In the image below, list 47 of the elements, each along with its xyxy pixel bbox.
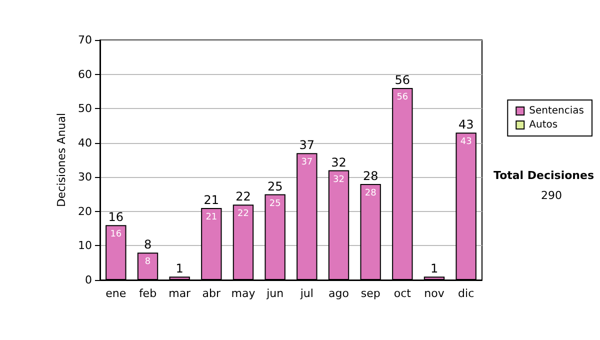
total-label: 37 [299, 138, 315, 152]
y-tick-label: 30 [78, 170, 92, 184]
text: Total Decisiones [494, 169, 594, 182]
data-label: 32 [333, 174, 344, 185]
legend-label: Autos [529, 120, 558, 130]
total-label: 32 [331, 155, 346, 170]
total-label: 1 [176, 262, 184, 276]
x-tick-label: jun [266, 287, 284, 300]
y-tick-label: 10 [78, 239, 92, 252]
x-tick-label: nov [424, 287, 445, 300]
total-label: 28 [362, 169, 378, 183]
total-label: 25 [267, 179, 283, 194]
x-tick-label: ene [106, 287, 126, 300]
x-tick-label: dic [458, 287, 474, 300]
y-tick-label: 60 [78, 68, 92, 81]
y-tick-label: 40 [78, 136, 92, 150]
x-tick-label: mar [168, 287, 192, 300]
data-label: 37 [301, 158, 313, 168]
total-label: 16 [108, 210, 124, 224]
x-tick-label: may [231, 287, 256, 300]
x-tick-label: sep [360, 287, 380, 300]
data-label: 43 [460, 137, 472, 148]
y-tick-label: 50 [78, 102, 92, 116]
x-tick-label: jul [299, 287, 314, 300]
x-tick-label: feb [138, 287, 157, 300]
data-label: 56 [396, 92, 408, 102]
y-tick-label: 0 [85, 274, 92, 286]
total-label: 1 [430, 262, 438, 276]
text: 290 [541, 189, 562, 202]
x-tick-label: abr [202, 287, 222, 300]
data-label: 22 [238, 209, 249, 220]
total-label: 43 [458, 118, 474, 132]
y-tick-label: 20 [78, 204, 92, 218]
x-tick-label: ago [328, 287, 350, 300]
total-label: 56 [394, 73, 410, 87]
data-label: 16 [110, 230, 122, 240]
y-tick-label: 70 [78, 34, 92, 46]
total-label: 21 [204, 193, 220, 207]
y-axis-title: Decisiones Anual [55, 112, 68, 208]
total-label: 22 [236, 190, 251, 204]
total-label: 8 [144, 238, 152, 252]
data-label: 28 [364, 188, 377, 198]
x-tick-label: oct [394, 287, 412, 300]
legend-label: Sentencias [529, 106, 584, 116]
data-label: 8 [144, 257, 151, 268]
data-label: 21 [206, 212, 218, 222]
data-label: 25 [269, 198, 281, 209]
